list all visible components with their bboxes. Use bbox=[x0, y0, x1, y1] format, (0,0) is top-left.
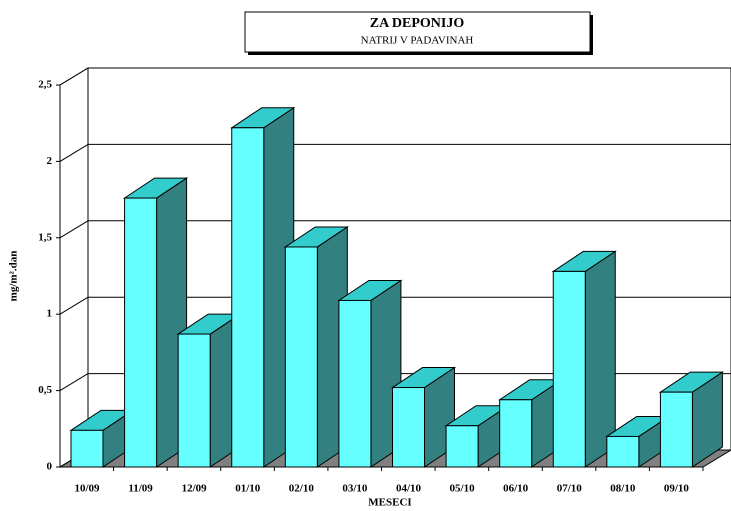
x-tick-label: 12/09 bbox=[182, 483, 208, 495]
bar bbox=[70, 429, 104, 468]
y-tick-label: 2 bbox=[47, 155, 53, 167]
bar bbox=[177, 333, 211, 468]
x-tick-label: 06/10 bbox=[503, 483, 529, 495]
title-shadow bbox=[590, 15, 593, 55]
x-tick-label: 02/10 bbox=[289, 483, 315, 495]
x-tick-label: 04/10 bbox=[396, 483, 422, 495]
bar bbox=[284, 246, 318, 468]
grid-line bbox=[59, 296, 89, 315]
bar bbox=[606, 435, 640, 468]
x-tick-label: 11/09 bbox=[128, 483, 153, 495]
bar bbox=[392, 387, 425, 468]
x-tick-label: 10/09 bbox=[74, 483, 100, 495]
left-wall bbox=[59, 67, 89, 468]
grid-line bbox=[59, 373, 89, 392]
y-tick-label: 1,5 bbox=[38, 231, 52, 243]
bar bbox=[659, 391, 693, 468]
y-axis-label: mg/m².dan bbox=[8, 251, 20, 302]
y-tick-label: 0 bbox=[47, 461, 53, 473]
y-tick-label: 1 bbox=[47, 308, 53, 320]
bar bbox=[552, 270, 586, 468]
bar bbox=[445, 425, 479, 468]
grid-line bbox=[59, 220, 89, 239]
x-axis-label: MESECI bbox=[368, 497, 411, 509]
grid-line bbox=[59, 67, 89, 86]
x-tick-label: 07/10 bbox=[557, 483, 583, 495]
y-tick-label: 0,5 bbox=[38, 384, 52, 396]
x-tick-label: 03/10 bbox=[342, 483, 368, 495]
x-tick-label: 08/10 bbox=[610, 483, 636, 495]
title-shadow bbox=[248, 52, 593, 55]
bar bbox=[124, 197, 158, 468]
bar bbox=[499, 399, 533, 468]
x-tick-label: 01/10 bbox=[235, 483, 261, 495]
bar bbox=[231, 127, 265, 468]
chart-title: ZA DEPONIJO bbox=[370, 16, 465, 31]
grid-line bbox=[59, 143, 89, 162]
chart-subtitle: NATRIJ V PADAVINAH bbox=[361, 35, 474, 47]
bar bbox=[338, 299, 372, 468]
title-box bbox=[244, 11, 591, 53]
x-tick-label: 09/10 bbox=[664, 483, 690, 495]
x-tick-label: 05/10 bbox=[450, 483, 476, 495]
y-tick-label: 2,5 bbox=[38, 79, 52, 91]
